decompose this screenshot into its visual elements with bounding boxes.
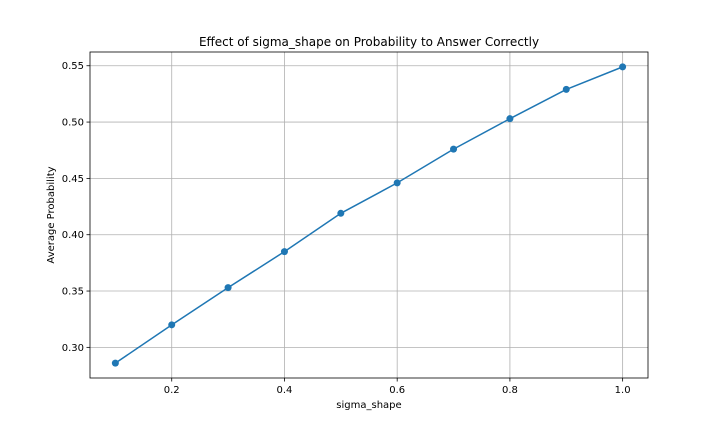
x-tick-label: 0.6 xyxy=(389,385,405,396)
x-tick-label: 0.8 xyxy=(502,385,518,396)
data-point xyxy=(619,63,627,71)
y-tick-label: 0.45 xyxy=(62,174,84,185)
x-tick-label: 1.0 xyxy=(615,385,631,396)
x-axis-label: sigma_shape xyxy=(336,400,401,411)
data-point xyxy=(168,321,176,329)
data-point xyxy=(280,248,288,256)
y-tick-label: 0.35 xyxy=(62,287,84,298)
series-line xyxy=(114,66,623,364)
data-point xyxy=(337,209,345,217)
y-tick-label: 0.30 xyxy=(62,343,84,354)
data-point xyxy=(111,359,119,367)
data-point xyxy=(224,284,232,292)
series-layer xyxy=(111,63,627,367)
plot-area-frame xyxy=(89,51,649,379)
x-tick-label: 0.2 xyxy=(164,385,180,396)
y-tick-label: 0.50 xyxy=(62,118,84,129)
data-point xyxy=(393,179,401,187)
y-tick-label: 0.40 xyxy=(62,230,84,241)
chart-title: Effect of sigma_shape on Probability to … xyxy=(199,35,539,49)
data-point xyxy=(562,85,570,93)
data-point xyxy=(506,115,514,123)
data-point xyxy=(450,145,458,153)
axis-ticks: 0.2 0.4 0.6 0.8 1.0 0.30 0.35 0.40 0.45 0.50 0.55 xyxy=(62,61,631,396)
grid-lines xyxy=(90,52,648,378)
y-axis-label: Average Probability xyxy=(46,166,57,263)
y-tick-label: 0.55 xyxy=(62,61,84,72)
x-tick-label: 0.4 xyxy=(277,385,293,396)
